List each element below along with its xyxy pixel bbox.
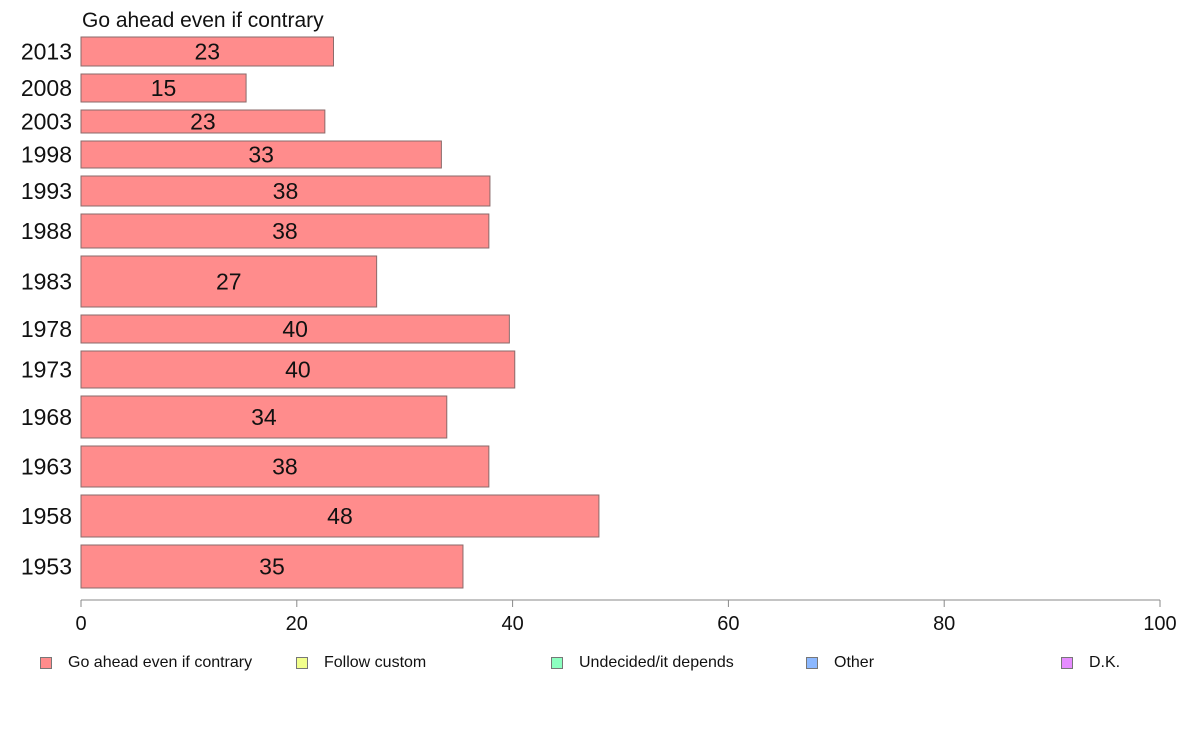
bar-chart: Go ahead even if contrary 23201315200823… <box>21 9 1177 635</box>
legend-label: Undecided/it depends <box>579 654 734 671</box>
legend-swatch <box>296 657 308 669</box>
bar-1953 <box>80 544 464 589</box>
x-tick-label: 80 <box>933 613 955 635</box>
bar-1963 <box>80 445 490 488</box>
legend-swatch <box>1061 657 1073 669</box>
bar-1973 <box>80 350 516 389</box>
category-label: 2003 <box>21 109 72 135</box>
bar-1998 <box>80 140 442 169</box>
bar-2003 <box>80 109 326 134</box>
legend-label: Other <box>834 654 875 671</box>
category-label: 1958 <box>21 503 72 529</box>
bars-layer: 23 2013 15 2008 23 2003 33 1998 38 1993 38 1988 27 19… <box>21 36 600 589</box>
legend-item: Undecided/it depends <box>551 652 734 674</box>
x-axis: 0 20 40 60 80 100 <box>75 599 1177 635</box>
category-label: 1993 <box>21 178 72 204</box>
category-label: 1983 <box>21 269 72 295</box>
bar-value-label: 38 <box>272 454 298 480</box>
bar-value-label: 35 <box>259 554 285 580</box>
category-label: 1953 <box>21 554 72 580</box>
legend-swatch <box>40 657 52 669</box>
bar-2008 <box>80 73 247 103</box>
bar-1968 <box>80 395 448 439</box>
bar-value-label: 48 <box>327 503 353 529</box>
bar-value-label: 40 <box>282 316 308 342</box>
legend-item: Follow custom <box>296 652 426 674</box>
chart-title: Go ahead even if contrary <box>82 9 324 32</box>
bar-1978 <box>80 314 510 344</box>
x-tick-label: 100 <box>1143 613 1176 635</box>
category-label: 1963 <box>21 454 72 480</box>
legend-swatch <box>551 657 563 669</box>
x-tick-label: 0 <box>75 613 86 635</box>
legend-label: D.K. <box>1089 654 1121 671</box>
bar-value-label: 33 <box>248 142 274 168</box>
x-tick-label: 20 <box>286 613 308 635</box>
bar-1983 <box>80 255 378 308</box>
legend-item: Go ahead even if contrary <box>40 652 252 674</box>
bar-value-label: 34 <box>251 404 277 430</box>
bar-1958 <box>80 494 600 538</box>
bar-1993 <box>80 175 491 207</box>
bar-value-label: 38 <box>273 178 299 204</box>
bar-value-label: 23 <box>190 109 216 135</box>
legend-item: Other <box>806 652 874 674</box>
legend: Go ahead even if contrary Follow custom Un… <box>0 652 1188 674</box>
legend-label: Follow custom <box>324 654 427 671</box>
x-tick-label: 60 <box>717 613 739 635</box>
x-tick-label: 40 <box>501 613 523 635</box>
legend-label: Go ahead even if contrary <box>68 654 253 671</box>
category-label: 1988 <box>21 218 72 244</box>
category-label: 2013 <box>21 39 72 65</box>
category-label: 1973 <box>21 357 72 383</box>
bar-2013 <box>80 36 334 67</box>
bar-value-label: 38 <box>272 218 298 244</box>
bar-1988 <box>80 213 490 249</box>
category-label: 1998 <box>21 142 72 168</box>
legend-swatch <box>806 657 818 669</box>
bar-value-label: 23 <box>194 39 220 65</box>
legend-item: D.K. <box>1061 652 1120 674</box>
bar-value-label: 15 <box>151 75 177 101</box>
bar-value-label: 40 <box>285 357 311 383</box>
bar-value-label: 27 <box>216 269 242 295</box>
category-label: 1978 <box>21 316 72 342</box>
category-label: 2008 <box>21 75 72 101</box>
category-label: 1968 <box>21 404 72 430</box>
